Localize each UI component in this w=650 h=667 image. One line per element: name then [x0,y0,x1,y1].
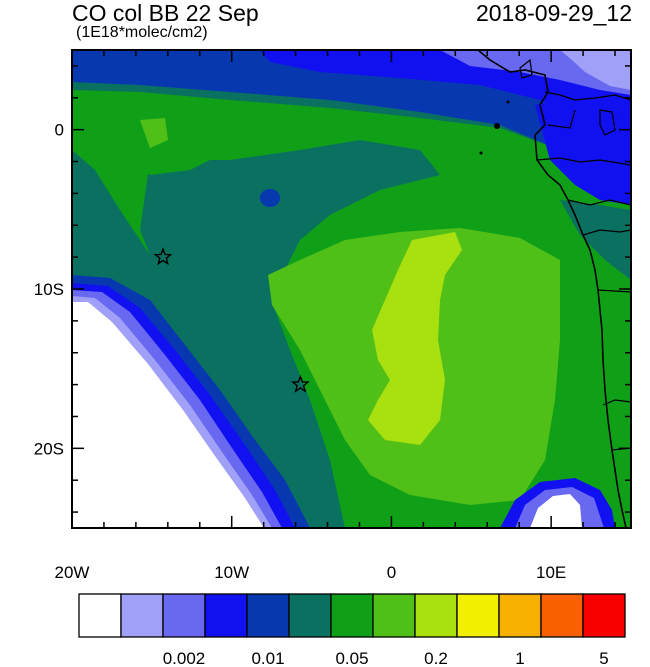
island-sao-tome [479,151,483,155]
field-land-green-east [600,330,631,420]
x-tick-label: 10W [214,563,249,582]
colorbar-box [540,593,584,638]
field-blue-blob [260,189,280,207]
coastline-africa [477,50,627,528]
colorbar-label: 0.002 [163,649,206,667]
colorbar-box [582,593,626,638]
colorbar-box [120,593,164,638]
field-paleblue-north [560,50,631,90]
colorbar-box [162,593,206,638]
colorbar-label: 5 [599,649,608,667]
colorbar-box [414,593,458,638]
field-yellowgreen-core [368,232,462,445]
colorbar-box [78,593,122,638]
colorbar-box [288,593,332,638]
co-field [72,50,631,528]
map-title: CO col BB 22 Sep [72,0,259,26]
x-tick-label: 20W [55,563,90,582]
field-white-se [530,494,582,528]
map-datetime: 2018-09-29_12 [475,0,632,26]
field-lightgreen-nw-patch [140,118,168,148]
star-marker-south [290,374,310,393]
island-bioko [494,123,500,129]
x-tick-label: 10E [536,563,566,582]
colorbar-label: 0.05 [335,649,368,667]
y-tick-label: 10S [34,280,64,299]
y-tick-label: 0 [55,121,64,140]
star-marker-north [153,247,173,266]
y-tick-label: 20S [34,439,64,458]
island-dot [506,100,510,104]
colorbar-labels: 0.002 0.01 0.05 0.2 1 5 [163,649,609,667]
colorbar [78,593,626,638]
axis-tick-labels: 20W 10W 0 10E 0 10S 20S [34,121,567,582]
x-tick-label: 0 [387,563,396,582]
colorbar-box [498,593,542,638]
field-teal-band [140,140,440,528]
colorbar-box [246,593,290,638]
axis-ticks [71,50,631,528]
colorbar-box [204,593,248,638]
station-markers [153,247,310,393]
colorbar-label: 0.2 [424,649,448,667]
colorbar-box [372,593,416,638]
map-units: (1E18*molec/cm2) [76,24,208,41]
colorbar-label: 0.01 [251,649,284,667]
colorbar-box [456,593,500,638]
field-white-sw [72,302,264,528]
colorbar-box [330,593,374,638]
colorbar-label: 1 [515,649,524,667]
